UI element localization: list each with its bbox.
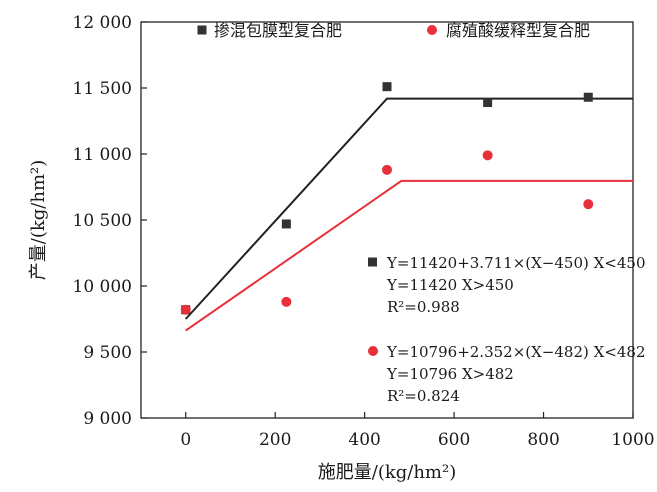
equation-line: Y=11420 X>450 xyxy=(386,276,514,294)
fit-line-series-1 xyxy=(184,97,633,320)
data-point-series-2 xyxy=(281,296,292,307)
equation-marker-series-1 xyxy=(368,257,377,267)
data-point-series-1 xyxy=(483,98,493,108)
data-points xyxy=(180,82,594,315)
y-tick-label: 11 500 xyxy=(73,79,132,99)
x-tick-label: 200 xyxy=(259,430,291,450)
x-tick-label: 400 xyxy=(348,430,380,450)
data-point-series-1 xyxy=(281,219,291,229)
fit-equations: Y=11420+3.711×(X−450) X<450 Y=11420 X>450… xyxy=(368,254,646,405)
fit-line-series-2 xyxy=(185,179,633,332)
y-tick-label: 9 000 xyxy=(83,409,132,429)
y-tick-label: 9 500 xyxy=(83,343,132,363)
data-point-series-2 xyxy=(180,304,191,315)
data-point-series-1 xyxy=(382,82,392,92)
x-axis-title: 施肥量/(kg/hm²) xyxy=(318,462,456,483)
y-tick-label: 10 000 xyxy=(73,277,132,297)
equation-line: R²=0.988 xyxy=(387,298,460,316)
data-point-series-1 xyxy=(583,92,593,102)
legend-marker-series-2 xyxy=(427,25,437,35)
x-tick-label: 0 xyxy=(180,430,191,450)
y-tick-label: 11 000 xyxy=(73,145,132,165)
equation-line: R²=0.824 xyxy=(387,387,460,405)
equation-line: Y=10796+2.352×(X−482) X<482 xyxy=(386,343,646,361)
axes: 9 000 9 500 10 000 10 500 11 000 11 500 12 000… xyxy=(73,13,655,450)
y-tick-label: 10 500 xyxy=(73,211,132,231)
y-axis-title: 产量/(kg/hm²) xyxy=(28,160,49,280)
data-point-series-2 xyxy=(583,199,594,210)
equation-line: Y=11420+3.711×(X−450) X<450 xyxy=(386,254,646,272)
x-tick-label: 1000 xyxy=(611,430,654,450)
y-tick-label: 12 000 xyxy=(73,13,132,33)
fit-lines xyxy=(184,97,633,332)
legend-marker-series-1 xyxy=(197,25,207,35)
legend: 掺混包膜型复合肥 腐殖酸缓释型复合肥 xyxy=(197,21,590,40)
legend-label-series-2: 腐殖酸缓释型复合肥 xyxy=(446,21,590,40)
equation-marker-series-2 xyxy=(368,346,378,356)
data-point-series-2 xyxy=(382,164,392,175)
x-tick-label: 600 xyxy=(438,430,470,450)
data-point-series-2 xyxy=(482,150,493,161)
equation-line: Y=10796 X>482 xyxy=(386,365,514,383)
x-tick-label: 800 xyxy=(527,430,559,450)
legend-label-series-1: 掺混包膜型复合肥 xyxy=(214,21,342,40)
